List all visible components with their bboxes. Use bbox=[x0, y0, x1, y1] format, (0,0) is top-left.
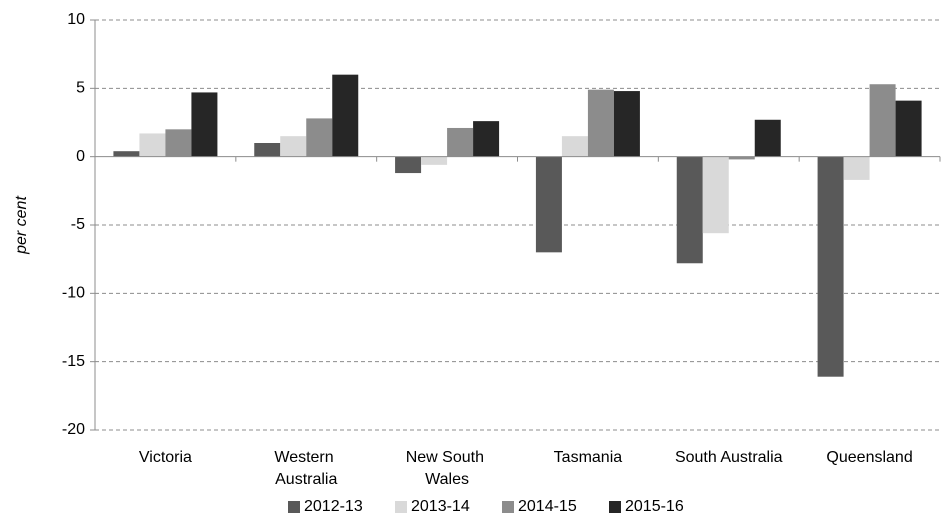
bar bbox=[113, 151, 140, 157]
bar bbox=[254, 143, 281, 157]
bar bbox=[754, 119, 781, 157]
bar bbox=[421, 156, 448, 165]
legend-swatch bbox=[288, 501, 300, 513]
x-tick-label: South Australia bbox=[675, 449, 783, 466]
bar bbox=[535, 156, 562, 253]
bar bbox=[817, 156, 844, 377]
x-tick-label: Victoria bbox=[139, 449, 192, 466]
x-tick-label: Western Australia bbox=[274, 449, 338, 488]
legend-swatch bbox=[502, 501, 514, 513]
y-tick-label: -10 bbox=[62, 285, 85, 302]
bar bbox=[561, 136, 588, 157]
bar bbox=[702, 156, 729, 234]
bar bbox=[139, 133, 166, 157]
bar bbox=[676, 156, 703, 264]
bar bbox=[280, 136, 307, 157]
legend-label: 2013-14 bbox=[411, 498, 470, 515]
x-tick-label: Queensland bbox=[826, 449, 912, 466]
legend-label: 2015-16 bbox=[625, 498, 684, 515]
legend-swatch bbox=[609, 501, 621, 513]
legend-label: 2012-13 bbox=[304, 498, 363, 515]
bar bbox=[843, 156, 870, 180]
bar bbox=[306, 118, 333, 157]
y-tick-label: -5 bbox=[71, 216, 85, 233]
bar bbox=[587, 89, 614, 157]
x-tick-label: Tasmania bbox=[554, 449, 623, 466]
y-tick-label: 5 bbox=[76, 80, 85, 97]
legend-swatch bbox=[395, 501, 407, 513]
y-axis-label: per cent bbox=[13, 196, 30, 255]
bar bbox=[473, 121, 500, 157]
x-tick-label: New South Wales bbox=[406, 449, 489, 488]
bar bbox=[869, 84, 896, 157]
bar bbox=[332, 74, 359, 157]
bar bbox=[447, 127, 474, 157]
bar bbox=[165, 129, 192, 157]
bar bbox=[728, 156, 755, 160]
bar bbox=[895, 100, 922, 157]
bar bbox=[395, 156, 422, 174]
y-tick-label: 10 bbox=[67, 11, 85, 28]
bar bbox=[191, 92, 218, 157]
bar bbox=[613, 91, 640, 157]
y-tick-label: -15 bbox=[62, 353, 85, 370]
y-tick-label: -20 bbox=[62, 421, 85, 438]
y-tick-label: 0 bbox=[76, 148, 85, 165]
legend-label: 2014-15 bbox=[518, 498, 577, 515]
